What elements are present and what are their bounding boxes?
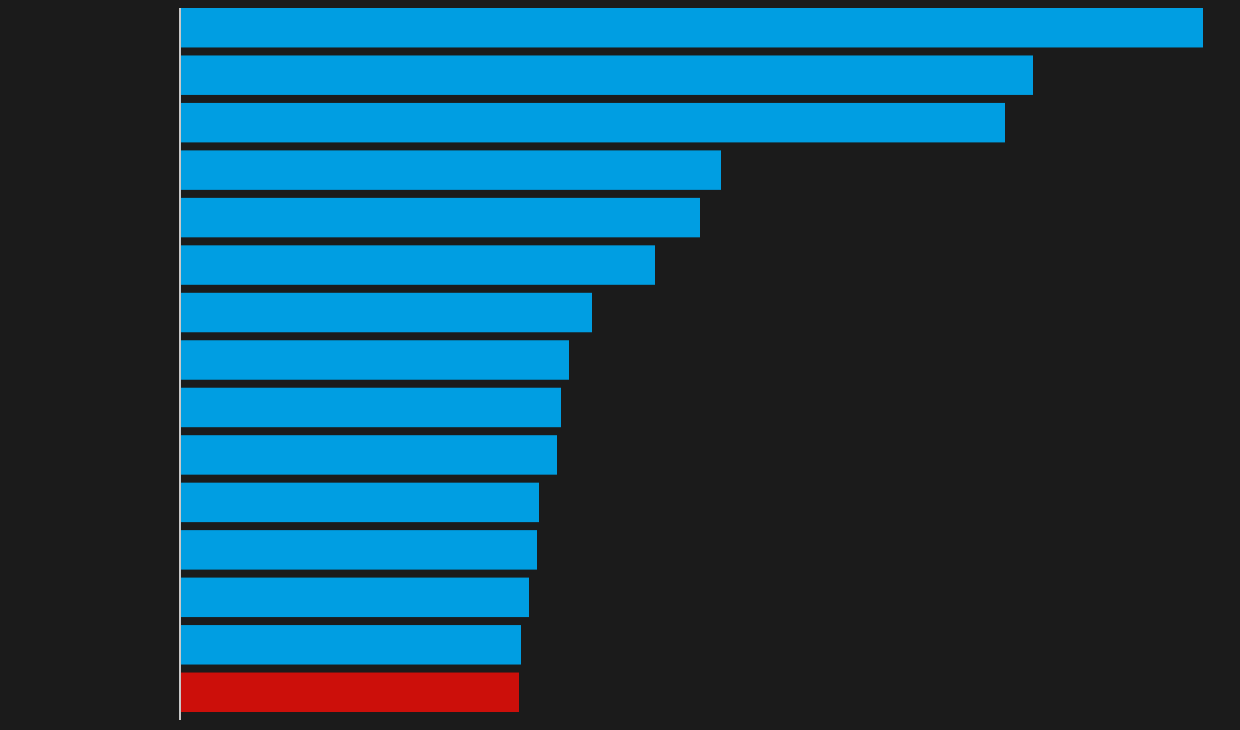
bar (181, 8, 1203, 48)
bar (181, 292, 592, 333)
bar (181, 387, 561, 428)
bar (181, 102, 1005, 143)
bar (181, 150, 721, 190)
bar (181, 245, 655, 285)
bar (181, 197, 700, 238)
bar (181, 530, 537, 570)
bar (181, 482, 539, 523)
bars (181, 8, 1203, 712)
bar (181, 340, 569, 380)
bar (181, 55, 1033, 95)
bar (181, 435, 557, 475)
bar (181, 625, 521, 665)
bar (181, 672, 519, 712)
bar (181, 577, 529, 618)
